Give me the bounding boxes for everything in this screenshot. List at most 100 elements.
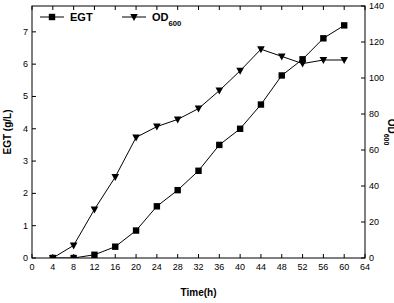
y-tick <box>32 128 36 129</box>
data-point <box>50 255 56 258</box>
legend-marker <box>130 14 138 21</box>
data-point <box>49 255 57 258</box>
data-point <box>70 255 76 258</box>
x-tick <box>323 254 324 258</box>
y-tick <box>32 225 36 226</box>
y2-tick-label: 120 <box>369 37 384 47</box>
x-tick <box>240 6 241 10</box>
data-point <box>195 168 201 174</box>
x-tick <box>260 254 261 258</box>
x-tick <box>177 6 178 10</box>
legend: EGTOD600 <box>40 11 181 28</box>
data-point <box>112 243 118 249</box>
x-tick-label: 48 <box>277 262 287 272</box>
data-point <box>320 57 328 64</box>
x-tick <box>115 6 116 10</box>
data-point <box>174 187 180 193</box>
data-point <box>258 101 264 107</box>
y-tick <box>32 258 36 259</box>
y-tick-label: 1 <box>23 221 28 231</box>
data-point <box>237 126 243 132</box>
x-tick <box>365 6 366 10</box>
data-point <box>153 124 161 131</box>
data-point <box>320 35 326 41</box>
data-point <box>195 106 203 113</box>
y-tick-label: 4 <box>23 124 28 134</box>
x-tick <box>156 6 157 10</box>
y-axis-label: EGT (g/L) <box>2 110 13 155</box>
y-tick-label: 0 <box>23 253 28 263</box>
x-tick-label: 60 <box>339 262 349 272</box>
x-tick <box>198 6 199 10</box>
subscript: 600 <box>384 134 391 146</box>
x-tick <box>344 6 345 10</box>
x-tick <box>136 6 137 10</box>
y-tick-label: 6 <box>23 59 28 69</box>
series-line <box>53 25 344 258</box>
y-tick <box>32 161 36 162</box>
x-tick-label: 12 <box>89 262 99 272</box>
x-tick <box>281 6 282 10</box>
y-tick-label: 2 <box>23 188 28 198</box>
x-tick-label: 24 <box>152 262 162 272</box>
x-tick <box>198 254 199 258</box>
data-point <box>236 68 244 75</box>
x-tick <box>260 6 261 10</box>
data-point <box>111 174 119 181</box>
y-tick <box>32 193 36 194</box>
x-tick-label: 52 <box>298 262 308 272</box>
x-tick <box>32 6 33 10</box>
y2-tick <box>361 186 365 187</box>
x-tick <box>302 6 303 10</box>
data-point <box>257 46 265 53</box>
data-point <box>133 227 139 233</box>
x-tick <box>219 6 220 10</box>
y2-tick <box>361 258 365 259</box>
chart: 0481216202428323640444852566064012345670… <box>0 0 394 303</box>
x-tick <box>177 254 178 258</box>
x-tick-label: 16 <box>110 262 120 272</box>
series-line <box>53 49 344 258</box>
legend-marker <box>49 14 55 20</box>
x-tick-label: 40 <box>235 262 245 272</box>
x-tick-label: 4 <box>50 262 55 272</box>
data-point <box>174 116 182 123</box>
y2-tick-label: 80 <box>369 109 379 119</box>
x-tick <box>156 254 157 258</box>
data-point <box>216 142 222 148</box>
x-tick <box>52 6 53 10</box>
data-point <box>278 53 286 60</box>
y-tick-label: 7 <box>23 27 28 37</box>
plot-area <box>49 22 348 258</box>
y2-tick-label: 0 <box>369 253 374 263</box>
y2-tick-label: 20 <box>369 217 379 227</box>
x-tick <box>94 6 95 10</box>
y-tick <box>32 64 36 65</box>
y2-tick-label: 140 <box>369 1 384 11</box>
y2-tick <box>361 222 365 223</box>
x-tick-label: 44 <box>256 262 266 272</box>
x-tick <box>344 254 345 258</box>
subscript: 600 <box>169 19 182 28</box>
x-tick <box>136 254 137 258</box>
data-point <box>132 134 140 141</box>
legend-label: EGT <box>70 11 93 23</box>
x-tick <box>73 6 74 10</box>
x-tick <box>32 254 33 258</box>
y-tick-label: 3 <box>23 156 28 166</box>
x-tick-label: 36 <box>214 262 224 272</box>
x-tick-label: 8 <box>71 262 76 272</box>
data-point <box>154 203 160 209</box>
x-tick <box>281 254 282 258</box>
x-tick-label: 56 <box>318 262 328 272</box>
x-tick <box>115 254 116 258</box>
y2-tick <box>361 42 365 43</box>
data-point <box>91 206 99 213</box>
x-tick <box>240 254 241 258</box>
plot-frame <box>32 6 365 258</box>
data-point <box>216 88 224 95</box>
y2-axis-label: OD600 <box>384 119 394 146</box>
data-point <box>91 252 97 258</box>
x-tick <box>302 254 303 258</box>
x-tick <box>365 254 366 258</box>
